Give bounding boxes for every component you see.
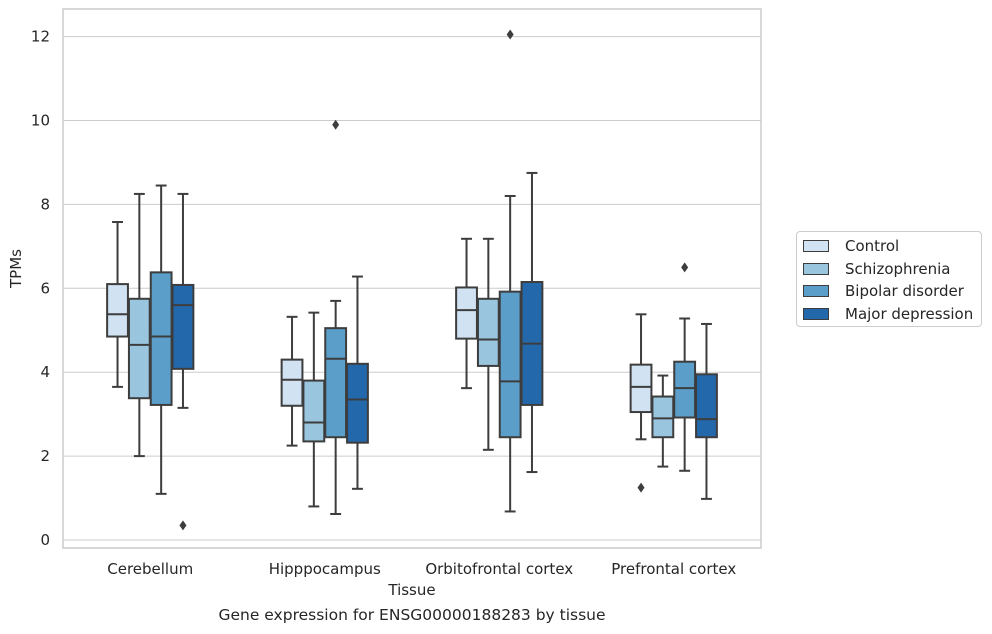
legend-item: Schizophrenia	[803, 259, 950, 279]
plot-frame	[62, 8, 762, 549]
x-tick-label: Orbitofrontal cortex	[425, 560, 573, 578]
y-tick-label: 10	[31, 112, 50, 130]
box	[171, 283, 195, 370]
legend-item: Bipolar disorder	[803, 281, 964, 301]
box	[346, 362, 369, 444]
y-tick-label: 0	[40, 531, 50, 549]
legend-label: Bipolar disorder	[845, 282, 964, 300]
box	[302, 379, 326, 443]
box	[127, 297, 151, 400]
y-tick-label: 2	[40, 447, 50, 465]
box	[629, 363, 653, 414]
outlier-point	[637, 482, 645, 493]
y-axis-label: TPMs	[7, 249, 25, 289]
y-tick-label: 4	[40, 363, 50, 381]
x-tick-label: Cerebellum	[107, 560, 193, 578]
outlier-point	[681, 262, 689, 273]
plot-area	[63, 9, 761, 548]
x-axis-label: Tissue	[387, 581, 435, 599]
legend-swatch	[803, 307, 829, 320]
legend-label: Schizophrenia	[845, 259, 951, 278]
box	[280, 358, 304, 407]
legend-label: Major depression	[845, 304, 974, 323]
y-tick-label: 8	[40, 195, 50, 213]
legend: Control Schizophrenia Bipolar disorder Majo…	[796, 231, 982, 327]
outlier-point	[332, 119, 340, 130]
outlier-point	[506, 29, 514, 40]
box	[149, 271, 173, 406]
box	[695, 373, 718, 439]
legend-item: Control	[803, 236, 899, 256]
y-tick-label: 6	[40, 279, 50, 297]
box	[673, 360, 697, 419]
box	[476, 297, 500, 367]
legend-swatch	[803, 240, 829, 252]
legend-label: Control	[845, 237, 900, 255]
box	[324, 327, 348, 439]
legend-swatch	[803, 262, 829, 275]
outlier-point	[179, 520, 187, 531]
box	[498, 290, 522, 439]
chart-caption: Gene expression for ENSG00000188283 by t…	[218, 606, 606, 624]
x-tick-label: Hipppocampus	[269, 560, 381, 578]
y-tick-label: 12	[31, 28, 50, 46]
legend-swatch	[803, 285, 829, 297]
legend-item: Major depression	[803, 304, 973, 324]
box	[455, 286, 478, 340]
box	[651, 395, 675, 439]
x-tick-label: Prefrontal cortex	[611, 560, 736, 578]
box	[106, 283, 129, 338]
